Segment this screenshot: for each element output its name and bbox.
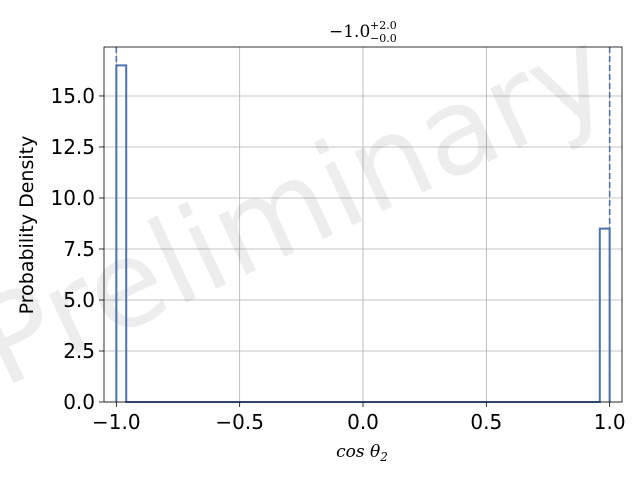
x-tick-label: 0.5: [470, 410, 502, 434]
x-tick-label: −1.0: [92, 410, 141, 434]
x-axis-label-main: cos θ: [336, 442, 380, 462]
y-tick-label: 0.0: [63, 390, 95, 414]
title-subscript: −0.0: [370, 32, 397, 45]
title-main: −1.0: [329, 22, 370, 42]
y-tick-label: 7.5: [63, 237, 95, 261]
y-ticks: 0.0 2.5 5.0 7.5 10.0 12.5 15.0: [50, 84, 104, 414]
y-tick-label: 10.0: [50, 186, 95, 210]
y-tick-label: 12.5: [50, 135, 95, 159]
x-tick-label: 1.0: [594, 410, 626, 434]
title-superscript: +2.0: [370, 19, 397, 32]
x-axis-label-subscript: 2: [379, 450, 388, 464]
x-tick-label: −0.5: [215, 410, 264, 434]
x-tick-label: 0.0: [347, 410, 379, 434]
quantile-lines: [115, 47, 611, 402]
y-tick-label: 5.0: [63, 288, 95, 312]
x-ticks: −1.0 −0.5 0.0 0.5 1.0: [92, 402, 626, 434]
chart-title: −1.0 +2.0 −0.0: [329, 19, 397, 45]
x-axis-label: cos θ2: [336, 442, 388, 464]
y-tick-label: 15.0: [50, 84, 95, 108]
y-axis-label: Probability Density: [16, 136, 38, 315]
y-tick-label: 2.5: [63, 339, 95, 363]
